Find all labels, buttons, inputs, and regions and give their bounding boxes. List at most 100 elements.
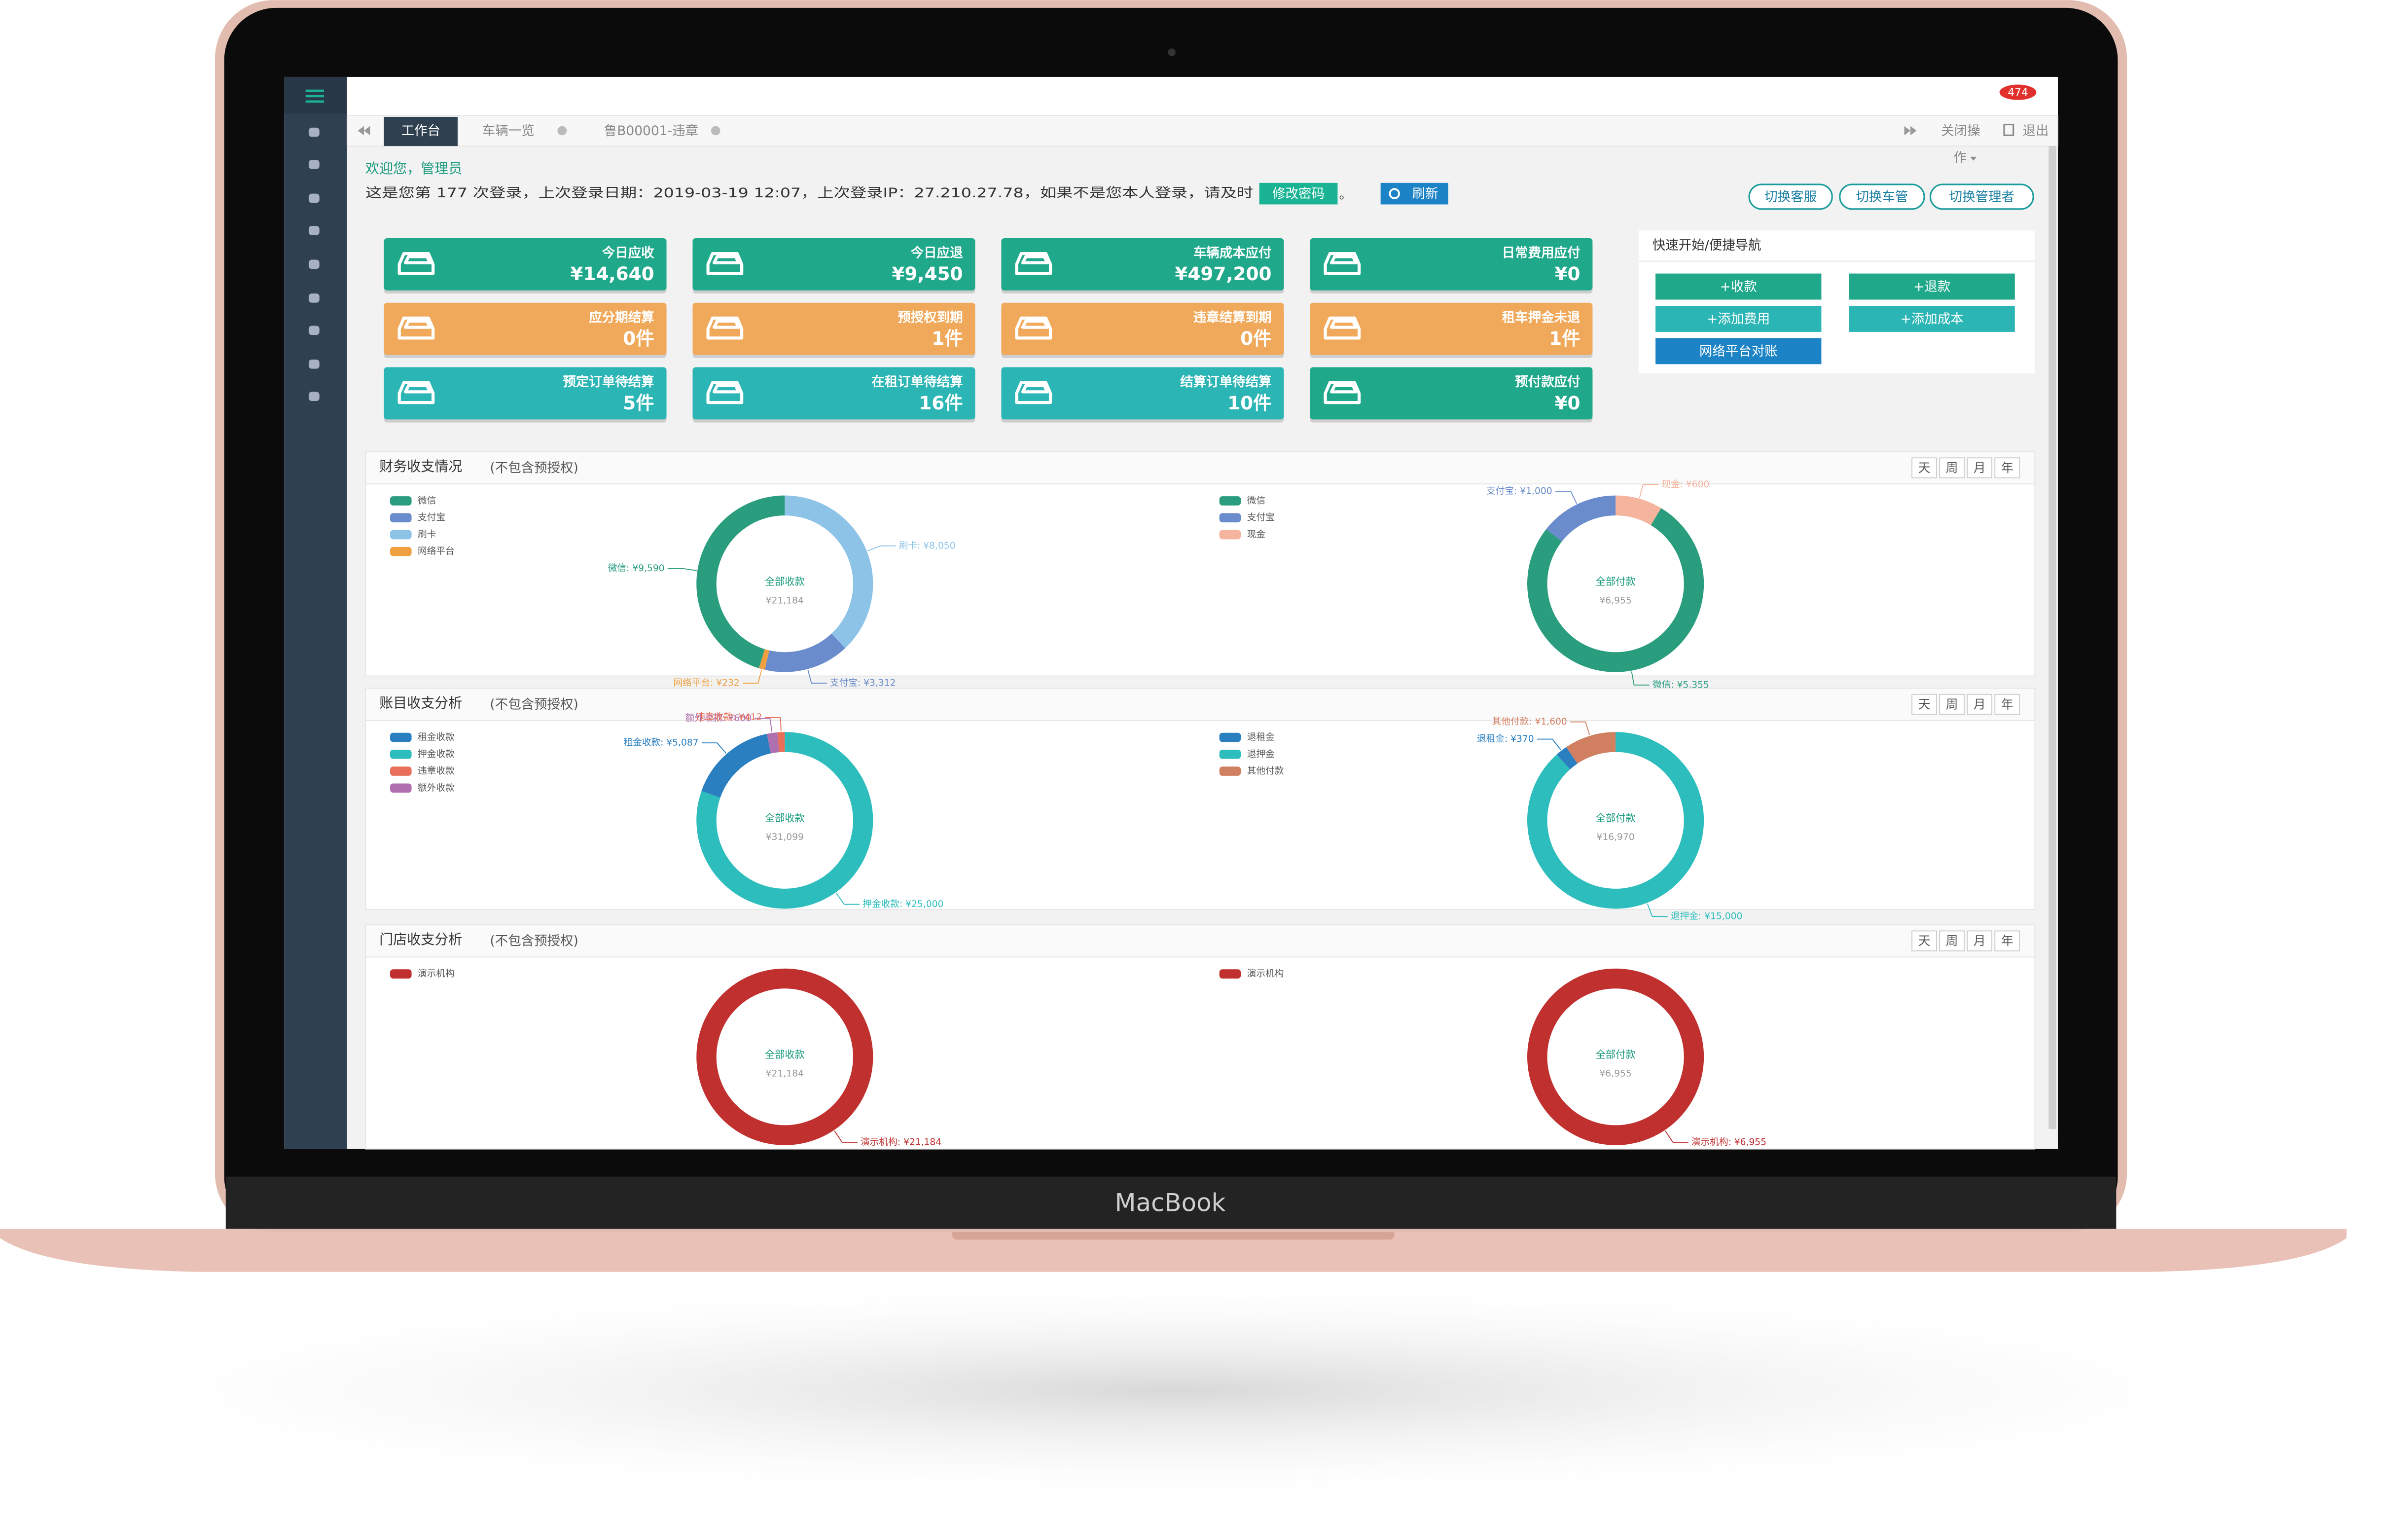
legend-swatch[interactable] xyxy=(390,969,412,979)
legend-label[interactable]: 退租金 xyxy=(1247,732,1275,743)
legend-swatch[interactable] xyxy=(1219,496,1241,506)
legend-label[interactable]: 演示机构 xyxy=(418,969,455,979)
refresh[interactable]: 刷新 xyxy=(1412,186,1438,202)
logout[interactable]: 退出 xyxy=(2022,123,2049,139)
period-label[interactable]: 年 xyxy=(2001,697,2013,712)
donut-slice[interactable] xyxy=(696,968,873,1145)
legend-swatch[interactable] xyxy=(1219,749,1241,759)
legend-swatch[interactable] xyxy=(390,496,412,506)
sidebar-icon[interactable] xyxy=(308,160,320,169)
stat-card[interactable] xyxy=(1001,367,1284,420)
donut-slice[interactable] xyxy=(1527,968,1704,1145)
change-password[interactable]: 修改密码 xyxy=(1272,186,1325,202)
legend-label[interactable]: 租金收款 xyxy=(418,732,455,743)
period-button[interactable] xyxy=(1994,693,2020,715)
stat-card[interactable] xyxy=(384,238,667,291)
role-button-label[interactable]: 切换车管 xyxy=(1856,189,1908,205)
tab-close[interactable] xyxy=(557,126,567,136)
period-button[interactable] xyxy=(1967,930,1992,951)
period-button[interactable] xyxy=(1967,693,1992,715)
legend-swatch[interactable] xyxy=(390,749,412,759)
period-label[interactable]: 月 xyxy=(1974,934,1986,948)
legend-swatch[interactable] xyxy=(390,766,412,776)
legend-label[interactable]: 支付宝 xyxy=(418,512,445,523)
donut-slice[interactable] xyxy=(1527,732,1704,909)
legend-label[interactable]: 刷卡 xyxy=(418,529,436,540)
period-button[interactable] xyxy=(1994,457,2020,478)
role-button[interactable] xyxy=(1929,183,2034,210)
stat-card[interactable] xyxy=(692,367,975,420)
change-password-btn[interactable] xyxy=(1259,182,1338,205)
role-button-label[interactable]: 切换客服 xyxy=(1764,189,1817,205)
quick-nav-button-label[interactable]: 网络平台对账 xyxy=(1699,344,1778,359)
role-button[interactable] xyxy=(1748,183,1833,210)
donut-slice[interactable] xyxy=(764,633,845,672)
stat-card[interactable] xyxy=(1001,238,1284,291)
legend-swatch[interactable] xyxy=(1219,766,1241,776)
donut-slice[interactable] xyxy=(1566,732,1616,764)
period-button[interactable] xyxy=(1967,457,1992,478)
legend-label[interactable]: 违章收款 xyxy=(418,766,455,776)
sidebar-icon[interactable] xyxy=(308,392,320,401)
tab[interactable]: 鲁B00001-违章 xyxy=(604,123,698,139)
legend-swatch[interactable] xyxy=(390,530,412,540)
close-tabs[interactable]: 关闭操 xyxy=(1941,123,1980,139)
quick-nav-button[interactable] xyxy=(1655,305,1822,332)
legend-label[interactable]: 退押金 xyxy=(1247,749,1275,760)
legend-swatch[interactable] xyxy=(390,732,412,742)
quick-nav-button[interactable] xyxy=(1655,338,1822,364)
quick-nav-button-label[interactable]: +添加费用 xyxy=(1707,312,1770,327)
tab[interactable]: 车辆一览 xyxy=(482,123,535,139)
donut-slice[interactable] xyxy=(701,733,771,798)
donut-slice[interactable] xyxy=(696,495,785,668)
stat-card[interactable] xyxy=(692,302,975,355)
stat-card[interactable] xyxy=(1310,302,1593,355)
legend-label[interactable]: 微信 xyxy=(1247,496,1265,506)
legend-label[interactable]: 演示机构 xyxy=(1247,969,1284,979)
quick-nav-button-label[interactable]: +退款 xyxy=(1913,279,1950,294)
period-button[interactable] xyxy=(1939,693,1965,715)
quick-nav-button-label[interactable]: +添加成本 xyxy=(1901,312,1964,327)
period-button[interactable] xyxy=(1994,930,2020,951)
period-label[interactable]: 周 xyxy=(1946,934,1958,948)
close-tabs-more[interactable]: 作 xyxy=(1953,150,1966,166)
period-button[interactable] xyxy=(1911,930,1937,951)
period-label[interactable]: 月 xyxy=(1974,461,1986,475)
period-button[interactable] xyxy=(1911,693,1937,715)
period-label[interactable]: 天 xyxy=(1918,461,1931,475)
stat-card[interactable] xyxy=(1310,367,1593,420)
sidebar-icon[interactable] xyxy=(308,326,320,335)
quick-nav-button[interactable] xyxy=(1849,305,2015,332)
stat-card[interactable] xyxy=(1310,238,1593,291)
legend-label[interactable]: 额外收款 xyxy=(418,783,455,793)
legend-swatch[interactable] xyxy=(1219,969,1241,979)
tab-close[interactable] xyxy=(711,126,720,136)
sidebar-icon[interactable] xyxy=(308,359,320,369)
period-label[interactable]: 天 xyxy=(1918,697,1931,712)
legend-swatch[interactable] xyxy=(1219,530,1241,540)
donut-slice[interactable] xyxy=(1556,747,1578,770)
period-label[interactable]: 年 xyxy=(2001,461,2013,475)
legend-label[interactable]: 支付宝 xyxy=(1247,512,1275,523)
period-label[interactable]: 年 xyxy=(2001,934,2013,948)
donut-slice[interactable] xyxy=(785,495,873,649)
donut-slice[interactable] xyxy=(758,649,770,670)
legend-swatch[interactable] xyxy=(390,783,412,793)
period-label[interactable]: 月 xyxy=(1974,697,1986,712)
period-label[interactable]: 周 xyxy=(1946,697,1958,712)
stat-card[interactable] xyxy=(1001,302,1284,355)
legend-swatch[interactable] xyxy=(390,513,412,523)
legend-label[interactable]: 网络平台 xyxy=(418,546,455,557)
legend-label[interactable]: 押金收款 xyxy=(418,749,455,760)
refresh-btn[interactable] xyxy=(1380,182,1448,205)
legend-label[interactable]: 现金 xyxy=(1247,529,1266,540)
role-button[interactable] xyxy=(1839,183,1925,210)
sidebar-icon[interactable] xyxy=(308,127,320,137)
quick-nav-button-label[interactable]: +收款 xyxy=(1720,279,1757,294)
period-button[interactable] xyxy=(1911,457,1937,478)
sidebar-icon[interactable] xyxy=(308,226,320,235)
sidebar-icon[interactable] xyxy=(308,193,320,203)
legend-label[interactable]: 微信 xyxy=(418,496,436,506)
period-button[interactable] xyxy=(1939,457,1965,478)
stat-card[interactable] xyxy=(384,302,667,355)
